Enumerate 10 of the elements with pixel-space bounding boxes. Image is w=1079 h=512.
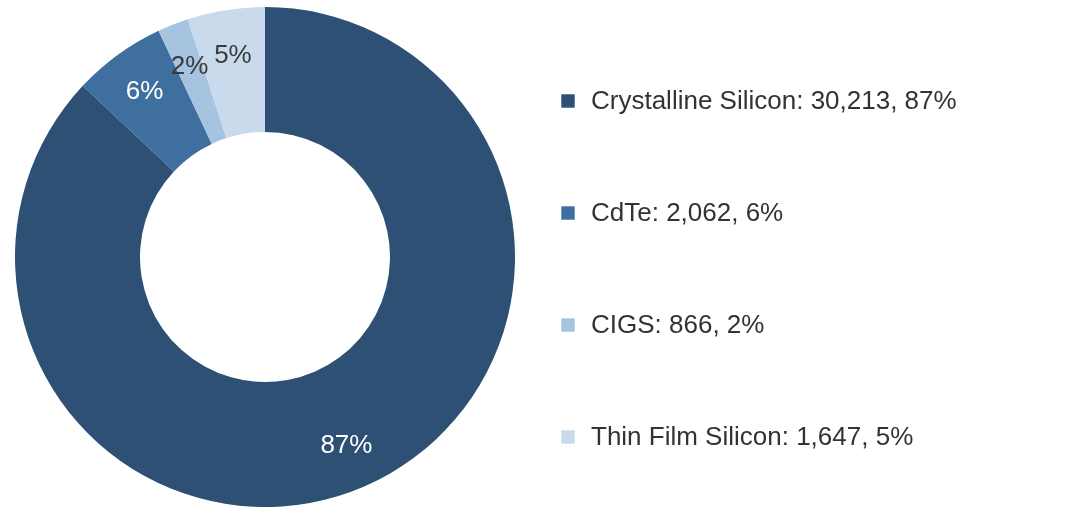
data-label: 5% [214, 38, 252, 69]
data-label: 6% [125, 75, 164, 106]
donut-slice [82, 30, 212, 172]
legend-label: CIGS: 866, 2% [591, 309, 765, 339]
legend-label: Thin Film Silicon: 1,647, 5% [591, 421, 914, 451]
donut-slice [15, 7, 515, 507]
data-label: 87% [320, 429, 373, 460]
legend-label: Crystalline Silicon: 30,213, 87% [591, 85, 957, 115]
data-label: 2% [170, 50, 209, 81]
legend-label: CdTe: 2,062, 6% [591, 197, 784, 227]
